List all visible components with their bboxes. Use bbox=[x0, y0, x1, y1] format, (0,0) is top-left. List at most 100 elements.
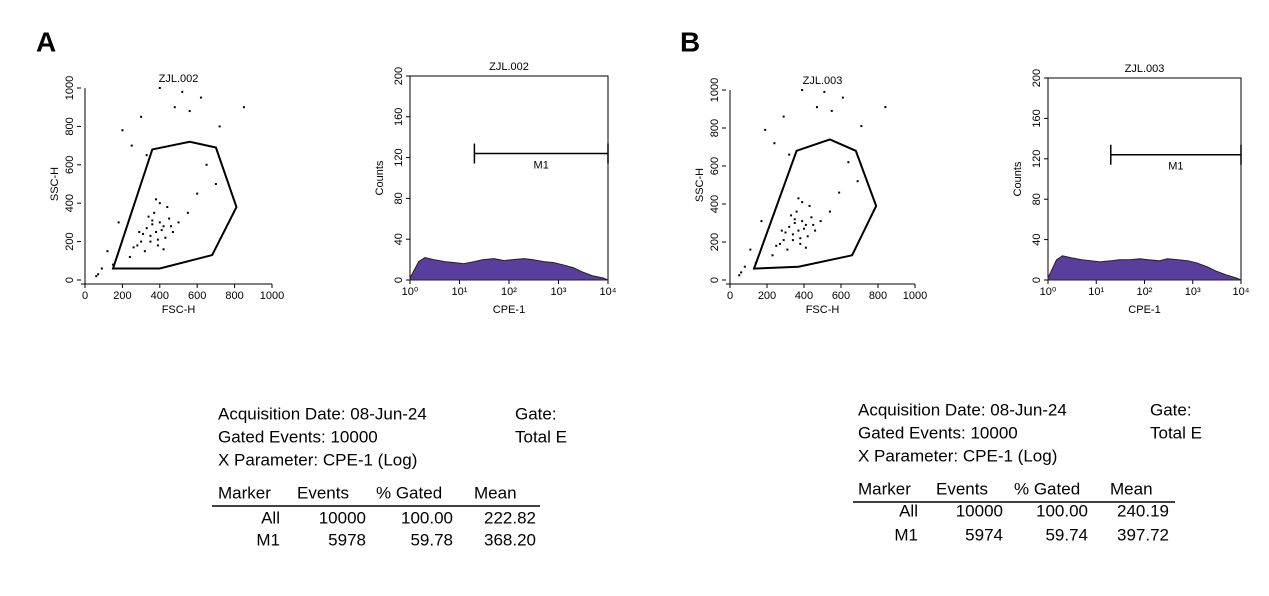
point bbox=[778, 242, 781, 245]
panel-label: A bbox=[36, 26, 56, 57]
point bbox=[791, 233, 794, 236]
table-cell: All bbox=[899, 501, 918, 520]
point bbox=[128, 255, 131, 258]
point bbox=[140, 240, 143, 243]
x-axis-label: FSC-H bbox=[162, 304, 196, 316]
table-header: Marker bbox=[858, 479, 911, 498]
info-line: X Parameter: CPE-1 (Log) bbox=[218, 450, 417, 469]
point bbox=[140, 115, 143, 118]
x-tick-label: 10⁴ bbox=[600, 286, 617, 298]
point bbox=[173, 106, 176, 109]
point bbox=[164, 236, 167, 239]
info-line: Gated Events: 10000 bbox=[218, 427, 378, 446]
y-tick-label: 0 bbox=[64, 277, 76, 283]
table-header: % Gated bbox=[1014, 479, 1080, 498]
point bbox=[162, 225, 165, 228]
point bbox=[196, 192, 199, 195]
point bbox=[141, 232, 144, 235]
point bbox=[804, 223, 807, 226]
y-tick-label: 400 bbox=[709, 195, 721, 213]
point bbox=[793, 222, 796, 224]
x-axis-label: FSC-H bbox=[806, 304, 840, 316]
point bbox=[143, 250, 146, 253]
marker-label: M1 bbox=[534, 159, 549, 171]
x-tick-label: 0 bbox=[82, 290, 88, 302]
point bbox=[205, 163, 208, 166]
y-tick-label: 200 bbox=[64, 232, 76, 250]
x-tick-label: 10¹ bbox=[452, 286, 468, 298]
point bbox=[799, 242, 802, 245]
point bbox=[812, 223, 815, 226]
point bbox=[170, 225, 173, 228]
point bbox=[740, 271, 743, 274]
point bbox=[738, 274, 741, 277]
point bbox=[793, 218, 796, 221]
info-line: X Parameter: CPE-1 (Log) bbox=[858, 446, 1057, 465]
x-tick-label: 1000 bbox=[260, 290, 284, 302]
y-tick-label: 600 bbox=[64, 156, 76, 174]
table-cell: 368.20 bbox=[484, 530, 536, 549]
table-header: Mean bbox=[474, 483, 517, 502]
y-tick-label: 0 bbox=[1031, 277, 1043, 283]
chart-title: ZJL.002 bbox=[159, 73, 199, 85]
table-cell: 240.19 bbox=[1117, 501, 1169, 520]
x-tick-label: 1000 bbox=[903, 290, 927, 302]
y-tick-label: 120 bbox=[393, 148, 405, 166]
table-cell: 10000 bbox=[956, 501, 1003, 520]
point bbox=[156, 238, 159, 241]
point bbox=[797, 197, 800, 200]
point bbox=[199, 96, 202, 99]
x-tick-label: 10³ bbox=[1185, 286, 1201, 298]
y-tick-label: 120 bbox=[1031, 150, 1043, 168]
point bbox=[158, 87, 161, 89]
panel-label: B bbox=[680, 26, 700, 57]
y-tick-label: 160 bbox=[393, 108, 405, 126]
point bbox=[788, 153, 791, 156]
table-cell: 59.78 bbox=[410, 530, 453, 549]
point bbox=[242, 106, 245, 109]
table-cell: 100.00 bbox=[1036, 501, 1088, 520]
x-tick-label: 400 bbox=[795, 290, 813, 302]
point bbox=[166, 206, 169, 209]
point bbox=[780, 229, 783, 232]
point bbox=[808, 204, 811, 207]
point bbox=[160, 229, 163, 232]
y-tick-label: 200 bbox=[709, 233, 721, 251]
chart-title: ZJL.002 bbox=[489, 61, 529, 73]
x-tick-label: 10¹ bbox=[1088, 286, 1104, 298]
table-cell: 10000 bbox=[319, 508, 366, 527]
y-tick-label: 160 bbox=[1031, 109, 1043, 127]
point bbox=[782, 115, 785, 118]
table-cell: All bbox=[261, 508, 280, 527]
x-axis-label: CPE-1 bbox=[493, 304, 525, 316]
table-header: Events bbox=[297, 483, 349, 502]
point bbox=[136, 244, 139, 247]
point bbox=[149, 234, 152, 237]
y-tick-label: 0 bbox=[393, 277, 405, 283]
point bbox=[791, 239, 794, 242]
point bbox=[815, 106, 818, 109]
point bbox=[860, 125, 863, 128]
table-header: % Gated bbox=[376, 483, 442, 502]
point bbox=[155, 231, 158, 233]
point bbox=[171, 231, 174, 233]
point bbox=[828, 210, 831, 213]
x-tick-label: 200 bbox=[758, 290, 776, 302]
table-cell: 5978 bbox=[328, 530, 366, 549]
point bbox=[764, 128, 767, 131]
y-tick-label: 40 bbox=[393, 233, 405, 245]
point bbox=[782, 239, 785, 242]
info-side: Total E bbox=[1150, 423, 1202, 442]
point bbox=[804, 246, 807, 249]
y-tick-label: 1000 bbox=[709, 78, 721, 102]
point bbox=[884, 106, 887, 109]
point bbox=[830, 109, 833, 112]
y-tick-label: 80 bbox=[393, 192, 405, 204]
point bbox=[181, 90, 184, 93]
point bbox=[112, 263, 115, 266]
point bbox=[841, 96, 844, 99]
x-axis-label: CPE-1 bbox=[1128, 304, 1160, 316]
histogram-area bbox=[1047, 255, 1242, 281]
x-tick-label: 800 bbox=[225, 290, 243, 302]
point bbox=[153, 211, 156, 214]
